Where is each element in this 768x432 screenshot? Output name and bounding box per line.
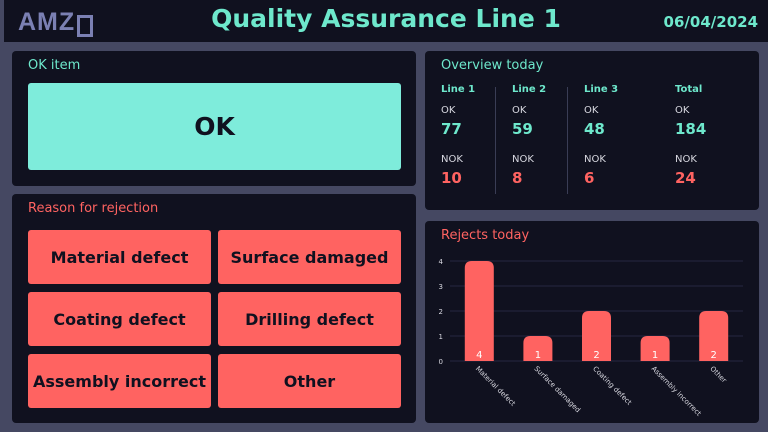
surface-damaged-button[interactable]: Surface damaged bbox=[218, 230, 401, 284]
ok-panel-title: OK item bbox=[28, 58, 81, 73]
coating-defect-button[interactable]: Coating defect bbox=[28, 292, 211, 346]
logo-text: AMZ bbox=[18, 8, 76, 36]
ok-count: 77 bbox=[441, 120, 462, 138]
nok-count: 24 bbox=[675, 169, 696, 187]
x-tick-label: Material defect bbox=[474, 365, 517, 408]
column-header: Line 3 bbox=[584, 84, 619, 95]
y-tick-label: 2 bbox=[439, 308, 443, 316]
column-header: Line 2 bbox=[512, 84, 547, 95]
ok-button[interactable]: OK bbox=[28, 83, 401, 170]
nok-count: 8 bbox=[512, 169, 523, 187]
other-button[interactable]: Other bbox=[218, 354, 401, 408]
x-tick-label: Other bbox=[708, 365, 728, 385]
ok-label: OK bbox=[441, 105, 456, 116]
y-tick-label: 0 bbox=[439, 358, 443, 366]
logo: AMZ bbox=[18, 8, 94, 37]
logo-bracket-icon bbox=[77, 14, 94, 37]
ok-label: OK bbox=[512, 105, 527, 116]
overview-column-line-2: Line 2 OK 59 NOK 8 bbox=[512, 84, 546, 187]
y-tick-label: 1 bbox=[439, 333, 443, 341]
column-divider bbox=[567, 87, 568, 194]
column-header: Line 1 bbox=[441, 84, 476, 95]
overview-column-line-3: Line 3 OK 48 NOK 6 bbox=[584, 84, 618, 187]
x-tick-label: Surface damaged bbox=[532, 365, 581, 414]
bar[interactable] bbox=[699, 311, 729, 361]
material-defect-button[interactable]: Material defect bbox=[28, 230, 211, 284]
overview-panel: Overview today Line 1 OK 77 NOK 10 Line … bbox=[425, 51, 759, 210]
y-tick-label: 4 bbox=[439, 258, 444, 266]
x-tick-label: Assembly incorrect bbox=[650, 365, 703, 418]
overview-column-line-1: Line 1 OK 77 NOK 10 bbox=[441, 84, 475, 187]
nok-label: NOK bbox=[675, 154, 697, 165]
ok-label: OK bbox=[584, 105, 599, 116]
ok-count: 48 bbox=[584, 120, 605, 138]
ok-label: OK bbox=[675, 105, 690, 116]
ok-item-panel: OK item OK bbox=[12, 51, 416, 186]
ok-count: 184 bbox=[675, 120, 707, 138]
ok-count: 59 bbox=[512, 120, 533, 138]
overview-panel-title: Overview today bbox=[441, 58, 544, 73]
bar[interactable] bbox=[464, 261, 494, 361]
bar-value-label: 1 bbox=[535, 350, 541, 361]
bar-value-label: 1 bbox=[652, 350, 658, 361]
bar[interactable] bbox=[523, 336, 553, 361]
header-bar: AMZ Quality Assurance Line 1 06/04/2024 bbox=[4, 0, 768, 42]
rejection-panel-title: Reason for rejection bbox=[28, 201, 159, 216]
rejects-chart-panel: Rejects today 0 1 2 3 4 4 Material defect 1 Surf… bbox=[425, 221, 759, 423]
rejection-panel: Reason for rejection Material defect Sur… bbox=[12, 194, 416, 423]
column-header: Total bbox=[675, 84, 703, 95]
page-title: Quality Assurance Line 1 bbox=[211, 4, 561, 33]
nok-count: 10 bbox=[441, 169, 462, 187]
nok-label: NOK bbox=[441, 154, 463, 165]
y-tick-label: 3 bbox=[439, 283, 443, 291]
bar-value-label: 2 bbox=[711, 350, 717, 361]
rejection-button-grid: Material defect Surface damaged Coating … bbox=[28, 230, 401, 408]
nok-label: NOK bbox=[584, 154, 606, 165]
bar[interactable] bbox=[582, 311, 611, 361]
rejects-chart-title: Rejects today bbox=[441, 228, 530, 243]
column-divider bbox=[495, 87, 496, 194]
bar-value-label: 4 bbox=[476, 350, 482, 361]
nok-count: 6 bbox=[584, 169, 595, 187]
x-tick-label: Coating defect bbox=[591, 365, 633, 407]
rejects-bar-chart: 0 1 2 3 4 4 Material defect 1 Surface damaged 2 Co… bbox=[439, 258, 743, 418]
assembly-incorrect-button[interactable]: Assembly incorrect bbox=[28, 354, 211, 408]
bar-value-label: 2 bbox=[593, 350, 599, 361]
nok-label: NOK bbox=[512, 154, 534, 165]
bar[interactable] bbox=[640, 336, 670, 361]
overview-column-total: Total OK 184 NOK 24 bbox=[675, 84, 706, 187]
drilling-defect-button[interactable]: Drilling defect bbox=[218, 292, 401, 346]
date-display: 06/04/2024 bbox=[663, 13, 758, 31]
